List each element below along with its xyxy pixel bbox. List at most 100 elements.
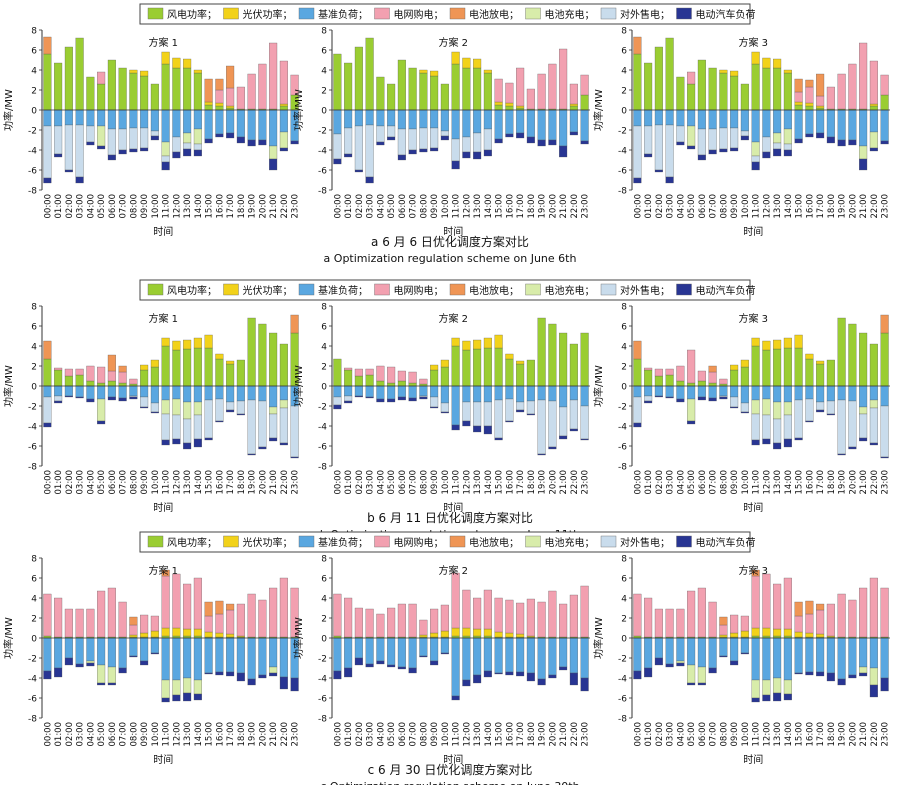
x-tick-label: 04:00 xyxy=(376,470,386,495)
legend-swatch-pv xyxy=(223,535,239,548)
x-tick-label: 22:00 xyxy=(570,194,580,219)
panel-2: 功率/MW 8 6 4 2 0 -2 -4 -6 -8 方案 2 00:00 01:00 02:00 03:… xyxy=(292,27,591,239)
legend-swatch-bdis xyxy=(449,7,466,20)
bar-base xyxy=(247,385,256,401)
bar-ev xyxy=(193,693,202,701)
bar-ev xyxy=(387,136,396,141)
bar-ev xyxy=(859,437,868,442)
bar-grid xyxy=(86,365,95,382)
bar-ev xyxy=(387,398,396,403)
y-axis-label: 功率/MW xyxy=(292,617,305,659)
y-tick-label: 8 xyxy=(621,555,627,565)
bar-bchg xyxy=(183,132,192,144)
bar-ev xyxy=(376,660,385,665)
x-tick-label: 17:00 xyxy=(226,722,236,747)
bar-bdis xyxy=(633,340,642,360)
bar-ev xyxy=(516,132,525,139)
x-tick-label: 16:00 xyxy=(215,722,225,747)
bar-pv xyxy=(816,633,825,638)
bar-base xyxy=(848,637,857,676)
x-tick-label: 10:00 xyxy=(741,470,751,495)
x-tick-label: 07:00 xyxy=(119,194,129,219)
x-tick-label: 00:00 xyxy=(633,470,643,495)
bar-base xyxy=(762,385,771,400)
bar-wind xyxy=(150,83,159,111)
bar-sell xyxy=(644,395,653,402)
bar-grid xyxy=(687,71,696,85)
x-tick-label: 10:00 xyxy=(741,722,751,747)
bar-wind xyxy=(740,83,749,111)
bar-base xyxy=(537,109,546,141)
bar-wind xyxy=(43,53,52,111)
x-tick-label: 10:00 xyxy=(441,194,451,219)
bar-ev xyxy=(569,131,578,136)
bar-wind xyxy=(376,76,385,111)
x-tick-label: 17:00 xyxy=(516,194,526,219)
legend-swatch-ev xyxy=(676,283,692,296)
bar-ev xyxy=(783,149,792,157)
bar-pv xyxy=(483,337,492,349)
bar-wind xyxy=(193,72,202,111)
bar-grid xyxy=(64,368,73,377)
bar-pv xyxy=(794,631,803,638)
y-tick-label: -2 xyxy=(318,127,327,137)
bar-sell xyxy=(794,399,803,439)
bar-base xyxy=(473,109,482,134)
y-tick-label: -4 xyxy=(28,147,37,157)
bar-wind xyxy=(451,63,460,111)
x-tick-label: 11:00 xyxy=(752,194,762,219)
bar-base xyxy=(580,385,589,407)
bar-wind xyxy=(118,67,127,111)
bar-ev xyxy=(740,135,749,141)
y-axis-label: 功率/MW xyxy=(592,365,605,407)
bar-pv xyxy=(172,627,181,637)
bar-bchg xyxy=(783,128,792,145)
bar-wind xyxy=(633,358,642,387)
x-tick-label: 23:00 xyxy=(881,194,891,219)
panel-1: 功率/MW 8 6 4 2 0 -2 -4 -6 -8 方案 1 00:00 01:00 02:00 03:… xyxy=(2,27,301,239)
bar-wind xyxy=(783,72,792,111)
y-tick-label: 4 xyxy=(321,343,327,353)
bar-ev xyxy=(719,148,728,153)
x-tick-label: 23:00 xyxy=(881,722,891,747)
bar-sell xyxy=(354,125,363,171)
bar-sell xyxy=(247,399,256,455)
bar-grid xyxy=(247,73,256,110)
x-axis-label: 时间 xyxy=(743,225,763,238)
bar-sell xyxy=(762,414,771,440)
bar-grid xyxy=(387,366,396,384)
bar-bdis xyxy=(805,600,814,615)
bar-base xyxy=(880,637,889,679)
y-tick-label: -6 xyxy=(318,167,327,177)
bar-pv xyxy=(172,57,181,69)
bar-ev xyxy=(440,135,449,141)
bar-ev xyxy=(559,435,568,440)
bar-ev xyxy=(236,136,245,144)
bar-wind xyxy=(473,348,482,387)
x-tick-label: 02:00 xyxy=(65,470,75,495)
bar-bdis xyxy=(43,340,52,360)
bar-grid xyxy=(290,74,299,96)
bar-ev xyxy=(451,424,460,431)
bar-base xyxy=(676,637,685,662)
bar-wind xyxy=(462,349,471,387)
bar-wind xyxy=(376,380,385,387)
bar-wind xyxy=(204,347,213,387)
y-tick-label: 0 xyxy=(321,383,327,393)
bar-wind xyxy=(161,63,170,111)
bar-ev xyxy=(505,671,514,676)
x-tick-label: 15:00 xyxy=(795,470,805,495)
bar-wind xyxy=(451,345,460,387)
bar-base xyxy=(129,637,138,657)
y-tick-label: -8 xyxy=(618,715,627,725)
bar-ev xyxy=(376,398,385,403)
bar-wind xyxy=(365,374,374,387)
bar-bchg xyxy=(751,141,760,157)
bar-pv xyxy=(494,334,503,349)
bar-ev xyxy=(665,396,674,399)
bar-ev xyxy=(526,136,535,144)
bar-ev xyxy=(569,672,578,686)
bar-base xyxy=(665,109,674,126)
bar-sell xyxy=(826,400,835,415)
